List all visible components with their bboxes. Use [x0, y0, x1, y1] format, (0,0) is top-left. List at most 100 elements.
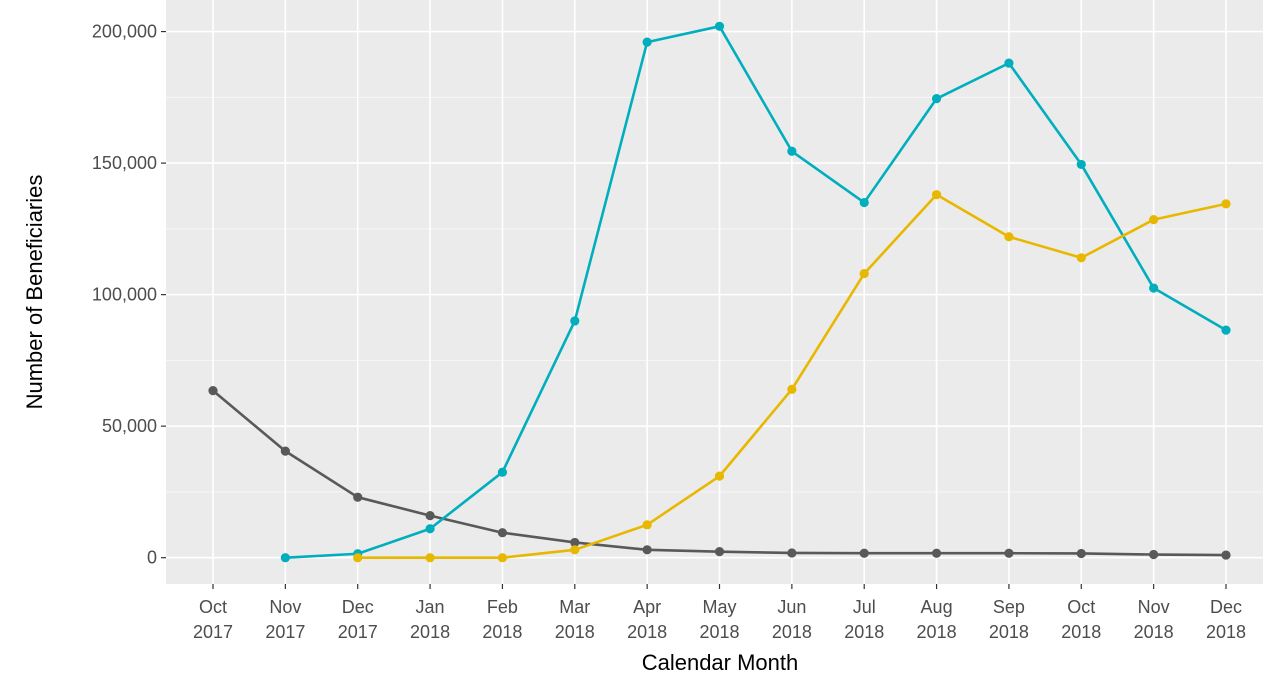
x-tick-label-year: 2018: [555, 622, 595, 642]
series-2-point: [1076, 159, 1086, 170]
x-tick-label-month: Jul: [853, 597, 876, 617]
x-tick-label-year: 2018: [1134, 622, 1174, 642]
series-3-segment: [1079, 218, 1155, 260]
x-tick-label-year: 2017: [193, 622, 233, 642]
series-2-point: [570, 316, 580, 326]
x-axis: Oct 2017 Nov 2017 Dec 2017 Jan 2018 Feb 2018 Mar 20…: [193, 584, 1246, 642]
series-2-segment: [573, 40, 649, 323]
series-1: [208, 386, 1231, 560]
series-2-segment: [1152, 286, 1228, 332]
series-1-point: [859, 548, 869, 558]
series-1-segment: [501, 531, 577, 544]
x-tick-label-month: Dec: [1210, 597, 1242, 617]
y-tick-label: 200,000: [92, 22, 157, 42]
series-2-segment: [284, 552, 360, 559]
series-1-point: [208, 386, 218, 396]
series-3-segment: [1152, 202, 1228, 221]
series-1-segment: [718, 550, 794, 555]
series-3-point: [497, 553, 508, 563]
series-2: [280, 21, 1231, 563]
series-1-point: [931, 548, 942, 558]
series-1-segment: [211, 389, 287, 453]
series-2-point: [931, 94, 942, 104]
series-2-point: [425, 524, 435, 534]
series-3-point: [570, 545, 580, 555]
series-3-point: [931, 190, 942, 200]
series-1-segment: [356, 495, 432, 517]
series-2-segment: [645, 25, 721, 44]
series-1-point: [353, 492, 363, 502]
series-2-point: [497, 467, 508, 477]
series-1-segment: [1079, 552, 1155, 556]
x-tick-label-month: Apr: [633, 597, 661, 617]
series-3-point: [1221, 199, 1231, 209]
series-1-point: [1149, 549, 1159, 560]
series-1-point: [787, 548, 797, 558]
series-3-segment: [573, 523, 649, 552]
series-3-segment: [645, 474, 721, 527]
x-tick-label-month: Dec: [342, 597, 374, 617]
series-1-segment: [645, 548, 721, 553]
x-tick-label-month: Mar: [559, 597, 590, 617]
series-2-point: [1221, 325, 1231, 335]
series-3-segment: [718, 388, 794, 478]
x-tick-label-month: Nov: [1138, 597, 1170, 617]
series-1-point: [1076, 548, 1086, 559]
series-1-segment: [573, 541, 649, 552]
major-grid: [166, 0, 1263, 584]
series-2-point: [1004, 58, 1014, 68]
x-tick-label-year: 2018: [917, 622, 957, 642]
series-2-segment: [501, 319, 577, 474]
series-1-segment: [284, 449, 360, 499]
series-2-segment: [1007, 61, 1083, 166]
series-3-point: [1004, 232, 1014, 242]
series-3-segment: [790, 272, 866, 391]
series-2-segment: [428, 470, 504, 531]
x-tick-label-month: Feb: [487, 597, 518, 617]
x-tick-label-year: 2017: [338, 622, 378, 642]
series-3-segment: [862, 193, 938, 275]
minor-grid: [166, 96, 1263, 493]
series-1-point: [497, 528, 508, 538]
series-2-segment: [356, 527, 432, 556]
series-2-segment: [1079, 163, 1155, 290]
series-3-point: [1149, 215, 1159, 225]
x-tick-label-month: Nov: [269, 597, 301, 617]
series-1-point: [425, 511, 435, 521]
series-1-point: [1221, 550, 1231, 560]
series-2-segment: [790, 149, 866, 204]
x-tick-label-month: Oct: [199, 597, 227, 617]
series-1-point: [570, 537, 580, 548]
series-3-point: [787, 384, 797, 394]
x-tick-label-year: 2018: [844, 622, 884, 642]
x-tick-label-year: 2018: [989, 622, 1029, 642]
x-tick-label-year: 2018: [1061, 622, 1101, 642]
series-2-point: [859, 197, 869, 208]
series-3-point: [642, 520, 652, 530]
y-tick-label: 150,000: [92, 153, 157, 173]
x-tick-label-month: May: [702, 597, 736, 617]
series-3-segment: [1007, 235, 1083, 260]
y-tick-label: 50,000: [102, 416, 157, 436]
series-2-point: [714, 21, 725, 31]
x-tick-label-year: 2018: [1206, 622, 1246, 642]
series-1-point: [714, 547, 725, 557]
x-tick-label-year: 2018: [699, 622, 739, 642]
series-1-segment: [1152, 553, 1228, 557]
x-axis-title: Calendar Month: [642, 650, 799, 675]
x-tick-label-year: 2018: [482, 622, 522, 642]
series-3: [353, 190, 1231, 563]
plot-panel: [166, 0, 1263, 584]
series-3-point: [1076, 253, 1086, 263]
series-2-point: [642, 37, 652, 47]
x-tick-label-month: Jan: [416, 597, 445, 617]
x-tick-label-month: Oct: [1067, 597, 1095, 617]
y-tick-label: 100,000: [92, 285, 157, 305]
x-tick-label-year: 2017: [265, 622, 305, 642]
series-1-point: [280, 446, 290, 456]
series-1-point: [642, 545, 652, 555]
series-2-point: [787, 146, 797, 156]
x-tick-label-month: Jun: [777, 597, 806, 617]
series-2-segment: [935, 61, 1011, 100]
